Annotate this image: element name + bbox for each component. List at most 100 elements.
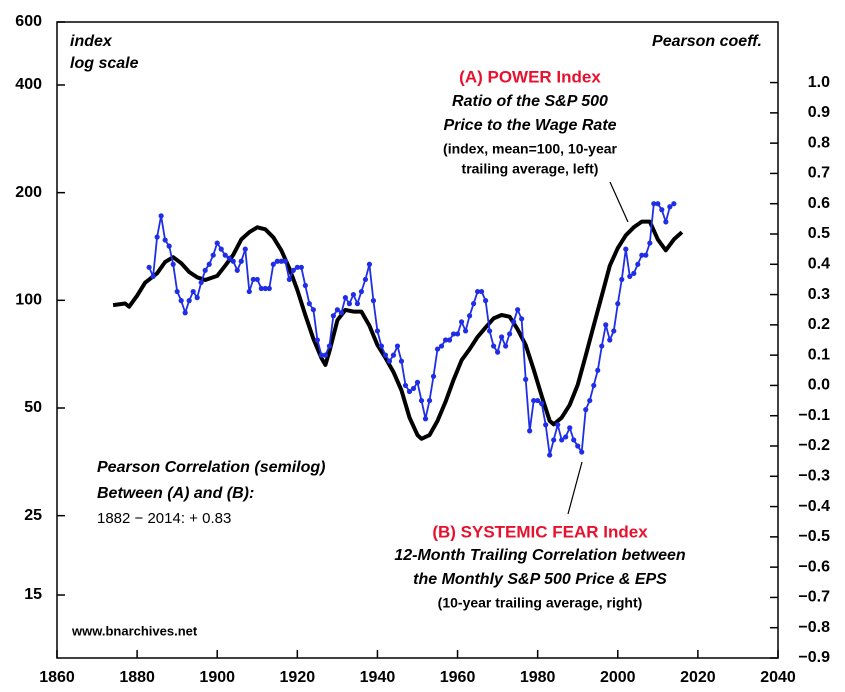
y2-tick-label: 0.3	[808, 286, 830, 303]
data-point	[591, 382, 597, 389]
y2-axis-label: Pearson coeff.	[652, 33, 762, 50]
data-point	[386, 358, 393, 364]
data-point	[555, 422, 561, 428]
data-point	[190, 288, 196, 295]
data-point	[559, 437, 565, 443]
y2-tick-label: 0.7	[808, 165, 830, 182]
data-point	[551, 437, 557, 443]
x-tick-label: 2020	[680, 669, 716, 686]
annotation-title: (B) SYSTEMIC FEAR Index	[432, 522, 648, 541]
data-point	[414, 379, 421, 385]
data-point	[234, 267, 240, 273]
data-point	[466, 313, 473, 319]
data-point	[547, 452, 553, 458]
data-point	[663, 219, 669, 225]
data-point	[406, 388, 413, 395]
data-point	[539, 401, 545, 407]
pointer-line	[567, 461, 583, 515]
y-tick-label: 400	[15, 76, 42, 93]
data-point	[583, 407, 589, 413]
data-point	[258, 285, 264, 292]
data-point	[438, 343, 445, 349]
data-point	[474, 288, 481, 295]
annotation: trailing average, left)	[462, 161, 599, 177]
data-point	[222, 252, 228, 258]
data-point	[210, 252, 216, 258]
annotation: 12-Month Trailing Correlation between	[394, 547, 686, 564]
y2-tick-label: −0.2	[798, 437, 830, 454]
data-point	[523, 376, 529, 382]
data-point	[310, 307, 316, 313]
data-point	[487, 328, 493, 334]
data-point	[314, 337, 320, 343]
x-tick-label: 1860	[39, 669, 75, 686]
data-point	[262, 285, 268, 292]
y2-tick-label: 0.1	[808, 346, 830, 363]
data-point	[567, 425, 573, 431]
data-point	[286, 276, 292, 283]
data-point	[242, 246, 248, 252]
x-tick-label: 1920	[280, 669, 316, 686]
y2-tick-label: −0.1	[798, 407, 830, 424]
data-point	[218, 246, 224, 252]
annotation: (10-year trailing average, right)	[438, 595, 643, 611]
y2-tick-label: −0.4	[798, 498, 830, 515]
y2-tick-label: 0.8	[808, 134, 830, 151]
plot-frame	[56, 21, 779, 659]
data-point	[631, 270, 637, 276]
data-point	[154, 234, 160, 240]
data-point	[334, 307, 340, 313]
data-point	[611, 328, 617, 334]
data-point	[318, 352, 324, 358]
data-point	[659, 207, 665, 213]
x-tick-label: 1960	[440, 669, 476, 686]
data-point	[667, 204, 673, 210]
data-point	[366, 261, 373, 267]
data-point	[587, 397, 593, 404]
annotation: 1882 − 2014: + 0.83	[97, 510, 231, 527]
annotation-title: (A) POWER Index	[459, 67, 601, 86]
data-point	[571, 437, 577, 443]
data-point	[535, 397, 541, 404]
data-point	[194, 295, 200, 301]
data-point	[422, 416, 429, 422]
data-point	[647, 240, 653, 246]
data-point	[595, 367, 601, 373]
data-point	[186, 298, 192, 304]
data-point	[519, 316, 525, 322]
y-axis-label: index	[70, 33, 113, 50]
data-point	[238, 258, 244, 264]
x-tick-label: 1900	[199, 669, 235, 686]
data-point	[446, 337, 453, 343]
data-point	[146, 264, 152, 270]
data-point	[491, 343, 497, 349]
data-point	[150, 273, 156, 279]
data-point	[226, 255, 232, 261]
y2-tick-label: 0.6	[808, 195, 830, 212]
series-line	[112, 219, 684, 441]
data-point	[599, 343, 605, 349]
data-point	[478, 288, 485, 295]
data-point	[274, 258, 280, 264]
data-point	[178, 298, 184, 304]
x-tick-label: 1880	[119, 669, 155, 686]
y-tick-label: 200	[15, 184, 42, 201]
y2-tick-label: 0.5	[808, 225, 830, 242]
data-point	[370, 298, 377, 304]
data-point	[450, 331, 457, 337]
y2-tick-label: −0.5	[798, 528, 830, 545]
data-point	[342, 295, 348, 301]
data-point	[322, 352, 328, 358]
data-point	[575, 443, 581, 449]
data-point	[434, 346, 441, 352]
data-point	[639, 252, 645, 258]
data-point	[246, 288, 252, 295]
source: www.bnarchives.net	[71, 623, 198, 638]
data-point	[162, 237, 168, 243]
data-point	[282, 258, 288, 264]
data-point	[442, 337, 449, 343]
data-point	[499, 334, 505, 340]
annotation: Price to the Wage Rate	[443, 117, 616, 134]
x-tick-label: 2040	[760, 669, 796, 686]
